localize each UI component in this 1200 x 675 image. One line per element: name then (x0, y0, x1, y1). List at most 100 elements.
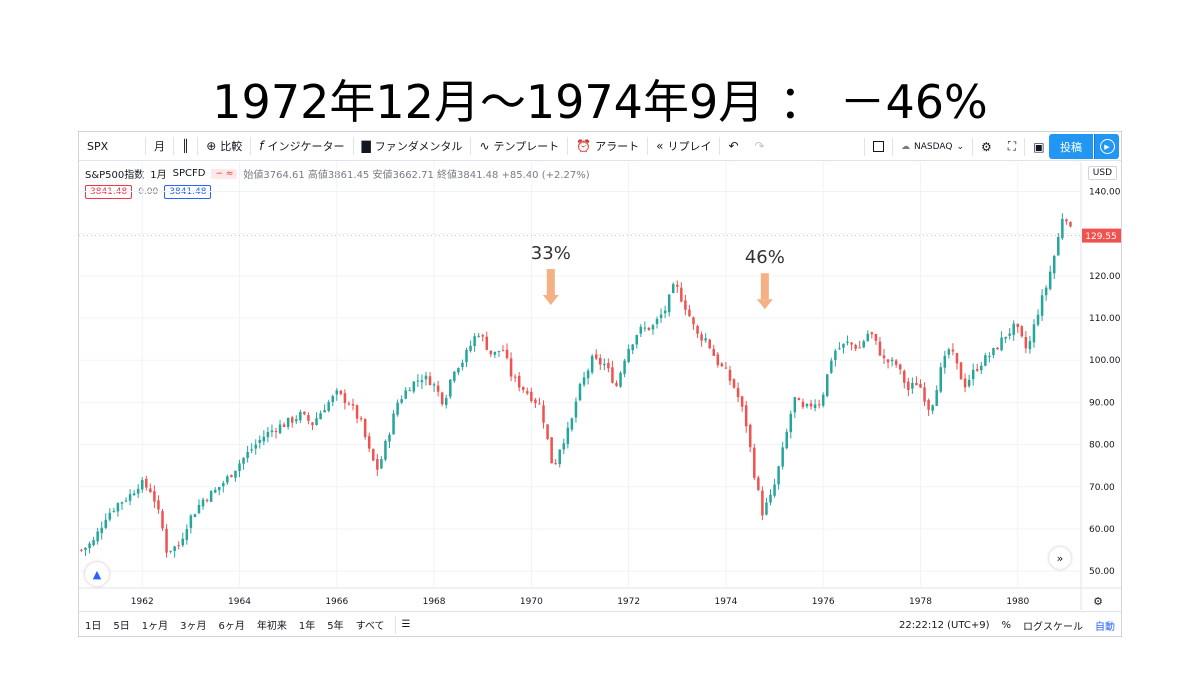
candle-down (363, 418, 367, 438)
candle-down (744, 405, 748, 427)
candle-down (854, 345, 857, 349)
candle-up (217, 486, 221, 491)
range-button[interactable]: 1年 (298, 621, 316, 632)
candlestick-icon: ║ (182, 139, 190, 153)
candle-down (676, 284, 679, 287)
candle-down (753, 447, 756, 478)
candle-down (740, 396, 744, 407)
last-price-label-bg (1082, 228, 1121, 243)
currency-label[interactable]: USD (1087, 166, 1117, 180)
range-button[interactable]: すべて (355, 621, 385, 632)
candle-down (959, 362, 963, 380)
redo-button[interactable]: ↷ (747, 132, 773, 161)
scroll-to-realtime-button[interactable]: » (1049, 547, 1071, 569)
candle-up (574, 401, 578, 418)
candle-down (907, 381, 910, 390)
compare-button[interactable]: ⊕ 比較 (198, 132, 250, 161)
candle-up (789, 413, 793, 433)
legend-ohlc: 始値3764.61 高値3861.45 安値3662.71 終値3841.48 … (243, 170, 590, 181)
candle-down (534, 399, 537, 404)
candle-down (688, 309, 691, 317)
fundamentals-label: ファンダメンタル (374, 140, 463, 153)
price-chart[interactable]: 140.00130.00120.00110.00100.0090.0080.00… (79, 162, 1121, 610)
candle-down (359, 418, 363, 420)
templates-button[interactable]: ∿ テンプレート (471, 132, 567, 161)
toolbar-divider (892, 137, 893, 156)
legend-toggle-pill[interactable]: − ≈ (211, 168, 238, 179)
auto-scale-toggle[interactable]: 自動 (1095, 621, 1115, 633)
candle-down (955, 353, 959, 364)
candle-down (809, 403, 813, 407)
layout-button[interactable] (865, 132, 892, 161)
candle-down (615, 382, 618, 386)
exchange-dropdown[interactable]: ☁ NASDAQ ⌄ (893, 132, 972, 161)
tradingview-logo[interactable]: ▲ (85, 562, 109, 586)
candle-up (1028, 341, 1032, 350)
candle-down (915, 382, 918, 386)
goto-date-button[interactable]: ☰ (396, 619, 417, 630)
chevron-down-icon: ⌄ (956, 141, 965, 152)
candle-down (761, 490, 764, 516)
toolbar-divider (394, 615, 396, 634)
candle-up (181, 538, 185, 546)
candle-up (967, 379, 971, 387)
candle-up (412, 381, 416, 392)
symbol-search-button[interactable]: SPX (79, 132, 145, 161)
candle-up (246, 451, 249, 458)
candle-up (992, 348, 995, 356)
legend-source: SPCFD (172, 168, 206, 179)
candle-up (96, 531, 99, 542)
alerts-button[interactable]: ⏰ アラート (568, 132, 647, 161)
candle-up (838, 348, 841, 350)
snapshot-button[interactable]: ▣ (1025, 132, 1052, 161)
y-tick-label: 110.00 (1089, 314, 1121, 324)
candle-up (197, 504, 201, 514)
candle-up (380, 459, 383, 469)
replay-button[interactable]: «リプレイ (648, 132, 719, 161)
range-button[interactable]: 5年 (327, 621, 344, 632)
toolbar-divider (719, 137, 721, 155)
candle-up (424, 375, 428, 380)
candle-up (250, 449, 253, 451)
publish-play-button[interactable]: ▶ (1094, 134, 1119, 159)
log-scale-toggle[interactable]: ログスケール (1023, 621, 1083, 633)
candle-up (586, 370, 590, 379)
clock-time[interactable]: 22:22:12 (UTC+9) (899, 619, 990, 631)
cloud-icon: ☁ (901, 141, 910, 152)
percent-toggle[interactable]: % (1001, 619, 1011, 631)
range-button[interactable]: 1日 (85, 621, 102, 632)
x-tick-label: 1968 (423, 597, 446, 607)
candle-up (1048, 271, 1052, 289)
chart-type-button[interactable]: ║ (174, 132, 197, 161)
candle-up (173, 546, 176, 551)
range-button[interactable]: 1ヶ月 (141, 621, 169, 632)
candle-up (980, 365, 983, 371)
candle-up (655, 318, 659, 324)
mountain-icon: ▲ (92, 567, 102, 581)
settings-button[interactable]: ⚙ (973, 132, 1000, 161)
candle-down (165, 528, 168, 553)
x-tick-label: 1980 (1006, 597, 1029, 607)
candle-up (1040, 295, 1044, 316)
range-button[interactable]: 年初来 (256, 621, 287, 632)
y-tick-label: 120.00 (1089, 272, 1121, 282)
post-button[interactable]: 投稿 (1049, 134, 1093, 159)
candle-down (858, 347, 861, 349)
range-button[interactable]: 5日 (113, 621, 130, 632)
candle-up (315, 418, 318, 425)
candle-up (384, 440, 387, 460)
indicators-button[interactable]: f インジケーター (251, 132, 352, 161)
range-button[interactable]: 3ヶ月 (180, 621, 207, 632)
undo-button[interactable]: ↶ (720, 132, 746, 161)
range-button[interactable]: 6ヶ月 (218, 621, 245, 632)
candle-up (842, 343, 845, 348)
fundamentals-button[interactable]: ▇ ファンダメンタル (354, 132, 471, 161)
candle-down (440, 392, 444, 405)
fullscreen-button[interactable]: ⛶ (1000, 132, 1024, 161)
candle-up (465, 350, 468, 363)
symbol-label: SPX (87, 139, 109, 153)
candle-up (830, 360, 833, 373)
candle-up (562, 443, 566, 450)
interval-button[interactable]: 月 (146, 132, 173, 161)
candle-down (712, 348, 716, 356)
